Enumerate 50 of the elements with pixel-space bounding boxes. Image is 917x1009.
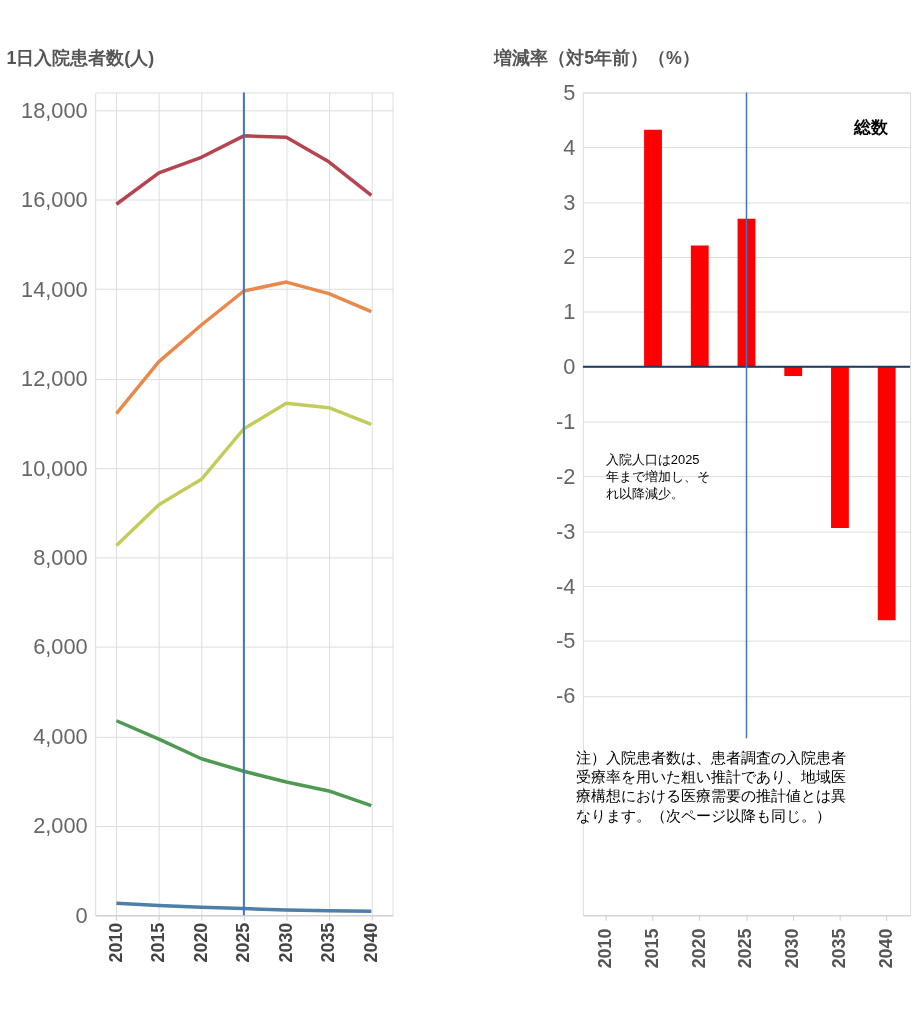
bar — [831, 366, 849, 529]
y-tick-label: 2 — [563, 244, 576, 270]
y-axis-title: 1日入院患者数(人) — [6, 48, 155, 69]
x-tick-label: 2035 — [318, 922, 339, 963]
x-tick-label: 2020 — [688, 928, 709, 969]
y-tick-label: 2,000 — [33, 813, 88, 839]
x-tick-label: 2035 — [828, 928, 849, 969]
y-axis-title: 増減率（対5年前）（%） — [493, 47, 700, 69]
line-series — [114, 901, 374, 913]
y-tick-label: -1 — [556, 409, 576, 435]
line-series — [114, 719, 374, 808]
y-tick-label: 12,000 — [21, 366, 88, 392]
x-tick-label: 2040 — [875, 928, 896, 969]
y-tick-label: 3 — [563, 189, 576, 215]
bar — [877, 366, 896, 621]
line-series — [114, 280, 374, 416]
x-tick-label: 2025 — [735, 928, 756, 969]
y-tick-label: 6,000 — [33, 634, 88, 660]
y-tick-label: 1 — [563, 299, 576, 325]
x-tick-label: 2010 — [105, 922, 126, 963]
annotation: 入院人口は2025年まで増加し、それ以降減少。 — [605, 452, 710, 501]
y-tick-label: 10,000 — [21, 455, 88, 481]
line-series — [114, 134, 374, 206]
y-tick-label: 14,000 — [21, 276, 88, 302]
x-tick-label: 2015 — [148, 922, 169, 963]
y-tick-label: 16,000 — [21, 187, 88, 213]
y-tick-label: -2 — [556, 463, 576, 489]
y-tick-label: -3 — [556, 518, 576, 544]
y-tick-label: 4 — [563, 134, 576, 160]
x-tick-label: 2030 — [782, 928, 803, 969]
x-tick-label: 2030 — [275, 922, 296, 963]
bar — [690, 245, 709, 367]
y-tick-label: 0 — [75, 902, 88, 928]
y-tick-label: -4 — [556, 573, 576, 599]
x-tick-label: 2010 — [595, 928, 616, 969]
y-tick-label: -6 — [556, 683, 576, 709]
y-tick-label: 0 — [563, 354, 576, 380]
y-tick-label: 18,000 — [21, 97, 88, 123]
line-series — [114, 401, 374, 548]
x-tick-label: 2040 — [360, 922, 381, 963]
x-tick-label: 2025 — [233, 922, 254, 963]
x-tick-label: 2015 — [641, 928, 662, 969]
annotation: 総数 — [852, 118, 889, 138]
y-tick-label: 8,000 — [33, 544, 88, 570]
bar — [644, 129, 662, 367]
y-tick-label: 5 — [563, 79, 576, 105]
annotation: 注）入院患者数は、患者調査の入院患者受療率を用いた粗い推計であり、地域医療構想における医療需要の推計値とは異なります。（次ページ以降も同じ。） — [576, 749, 847, 824]
y-tick-label: 4,000 — [33, 723, 88, 749]
x-tick-label: 2020 — [190, 922, 211, 963]
y-tick-label: -5 — [556, 628, 576, 654]
